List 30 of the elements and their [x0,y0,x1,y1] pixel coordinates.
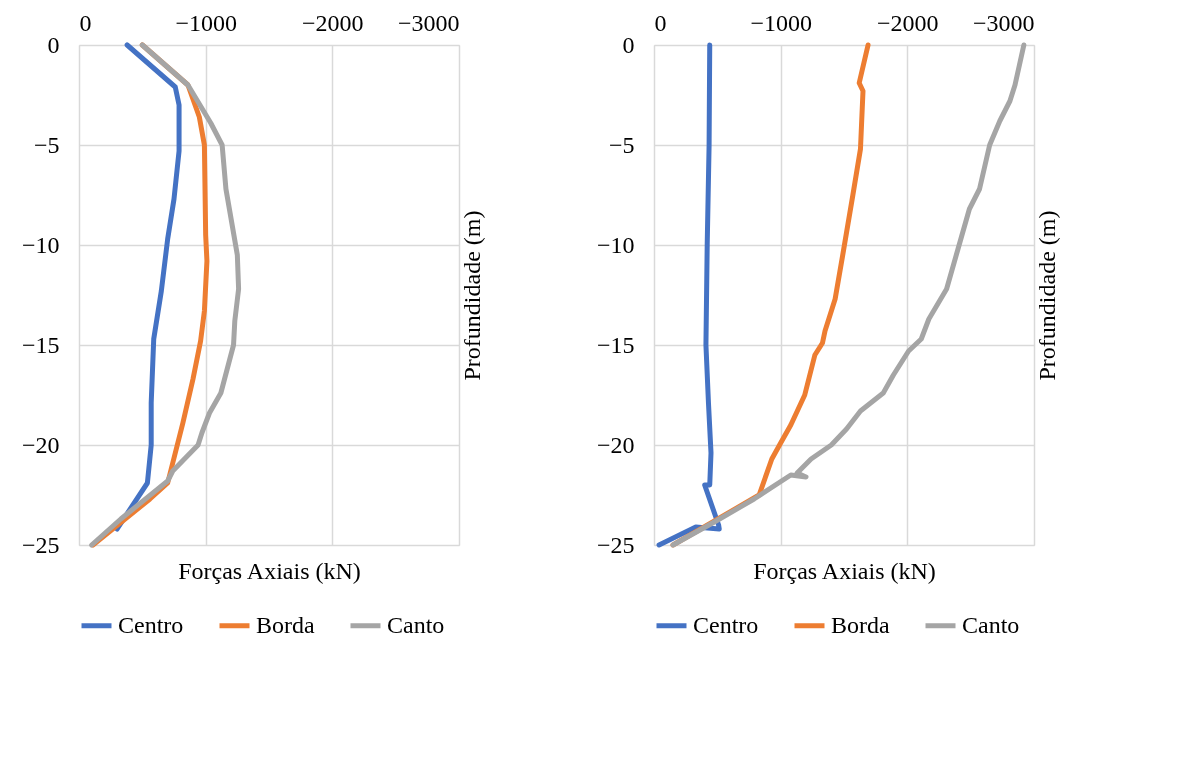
y-tick-label: −5 [33,131,60,158]
x-tick-label: −3000 [397,9,460,36]
y-tick-label: −25 [596,531,635,558]
legend-label: Borda [831,611,890,638]
y-tick-label: −25 [21,531,60,558]
y-tick-label: 0 [622,31,635,58]
legend-label: Centro [118,611,184,638]
y-tick-label: −15 [21,331,60,358]
y-tick-label: −10 [596,231,635,258]
y-tick-label: −20 [596,431,635,458]
x-tick-label: 0 [654,9,667,36]
legend-label: Canto [387,611,445,638]
y-tick-label: −20 [21,431,60,458]
x-tick-label: 0 [79,9,92,36]
x-tick-label: −1000 [175,9,237,36]
x-axis-title: Forças Axiais (kN) [178,557,361,584]
y-axis-title: Profundidade (m) [1033,210,1060,381]
y-axis-title: Profundidade (m) [458,210,485,381]
legend-label: Centro [693,611,759,638]
x-tick-label: −2000 [302,9,364,36]
x-axis-title: Forças Axiais (kN) [753,557,936,584]
y-tick-label: −10 [21,231,60,258]
x-tick-label: −1000 [750,9,812,36]
y-tick-label: −15 [596,331,635,358]
legend-label: Canto [962,611,1020,638]
legend-label: Borda [256,611,315,638]
x-tick-label: −3000 [972,9,1035,36]
y-tick-label: −5 [608,131,635,158]
y-tick-label: 0 [47,31,60,58]
x-tick-label: −2000 [877,9,939,36]
